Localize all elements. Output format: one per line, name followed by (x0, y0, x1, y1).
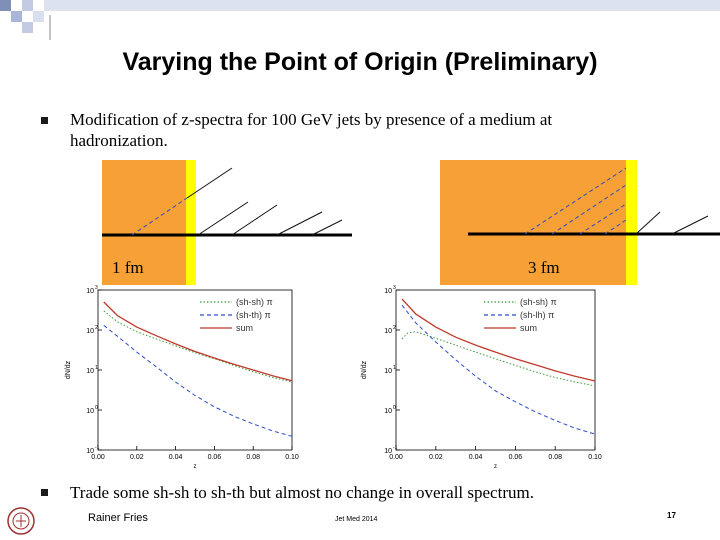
parton-track-dashed (604, 219, 627, 235)
hadronization-boundary (186, 160, 196, 285)
y-axis-label: dN/dz (65, 360, 72, 379)
footer-event: Jet Med 2014 (335, 516, 378, 523)
distance-label: 1 fm (112, 258, 144, 277)
legend-label: (sh-th) π (236, 310, 271, 320)
x-tick-label: 0.02 (130, 454, 144, 461)
medium-region (440, 160, 628, 285)
hadron-track (276, 211, 323, 236)
y-tick-exponent: 1 (95, 365, 98, 371)
x-tick-label: 0.00 (91, 454, 105, 461)
hadron-track (671, 215, 709, 235)
y-tick-exponent: 3 (393, 285, 396, 291)
legend-label: (sh-sh) π (520, 297, 557, 307)
bullet-text-trade: Trade some sh-sh to sh-th but almost no … (70, 483, 534, 502)
hadronization-boundary (626, 160, 637, 285)
x-axis-label: z (194, 464, 197, 470)
bullet-text-modification: Modification of z-spectra for 100 GeV je… (70, 110, 553, 150)
x-tick-label: 0.10 (285, 454, 299, 461)
university-seal-icon (7, 507, 35, 535)
y-tick-label: 10 (384, 328, 392, 335)
page-number: 17 (667, 511, 676, 520)
hadron-track (635, 211, 661, 235)
y-tick-exponent: -1 (95, 445, 100, 451)
y-tick-exponent: 2 (95, 325, 98, 331)
x-tick-label: 0.06 (208, 454, 222, 461)
hadron-track (186, 167, 233, 199)
y-axis-label: dN/dz (361, 360, 368, 379)
y-tick-label: 10 (86, 408, 94, 415)
x-axis-label: z (494, 464, 497, 470)
x-tick-label: 0.04 (469, 454, 483, 461)
y-tick-label: 10 (384, 448, 392, 455)
y-tick-label: 10 (384, 288, 392, 295)
x-tick-label: 0.02 (429, 454, 443, 461)
corner-decoration (0, 0, 720, 40)
y-tick-label: 10 (86, 368, 94, 375)
series-line-0 (103, 310, 293, 383)
y-tick-label: 10 (86, 328, 94, 335)
series-line-1 (401, 304, 596, 435)
bullet-marker (41, 489, 48, 496)
y-tick-exponent: -1 (393, 445, 398, 451)
x-tick-label: 0.04 (169, 454, 183, 461)
x-tick-label: 0.08 (548, 454, 562, 461)
parton-track-dashed (551, 184, 627, 235)
y-tick-exponent: 1 (393, 365, 396, 371)
parton-track-dashed (524, 167, 627, 235)
legend-label: sum (236, 323, 253, 333)
legend-label: sum (520, 323, 537, 333)
y-tick-label: 10 (86, 288, 94, 295)
medium-region (102, 160, 188, 285)
bullet-marker (41, 117, 48, 124)
x-tick-label: 0.06 (509, 454, 523, 461)
y-tick-exponent: 2 (393, 325, 396, 331)
series-line-2 (401, 298, 596, 382)
slide-title: Varying the Point of Origin (Preliminary… (122, 48, 598, 76)
y-tick-label: 10 (384, 408, 392, 415)
hadron-track (197, 201, 249, 236)
y-tick-exponent: 0 (393, 405, 396, 411)
distance-label: 3 fm (528, 258, 560, 277)
footer-author: Rainer Fries (88, 512, 148, 524)
y-tick-label: 10 (86, 448, 94, 455)
y-tick-exponent: 0 (95, 405, 98, 411)
legend-label: (sh-sh) π (236, 297, 273, 307)
legend-label: (sh-lh) π (520, 310, 554, 320)
series-line-2 (103, 301, 293, 382)
medium-diagram-1fm: 1 fm (102, 160, 352, 285)
plot-frame (395, 289, 596, 451)
parton-track-dashed (579, 203, 627, 235)
x-tick-label: 0.10 (588, 454, 602, 461)
y-tick-exponent: 3 (95, 285, 98, 291)
hadron-track (311, 219, 343, 236)
series-line-0 (401, 331, 596, 387)
series-line-1 (103, 325, 293, 437)
x-tick-label: 0.00 (389, 454, 403, 461)
y-tick-label: 10 (384, 368, 392, 375)
x-tick-label: 0.08 (246, 454, 260, 461)
medium-diagram-3fm: 3 fm (440, 160, 720, 285)
hadron-track (231, 204, 278, 236)
